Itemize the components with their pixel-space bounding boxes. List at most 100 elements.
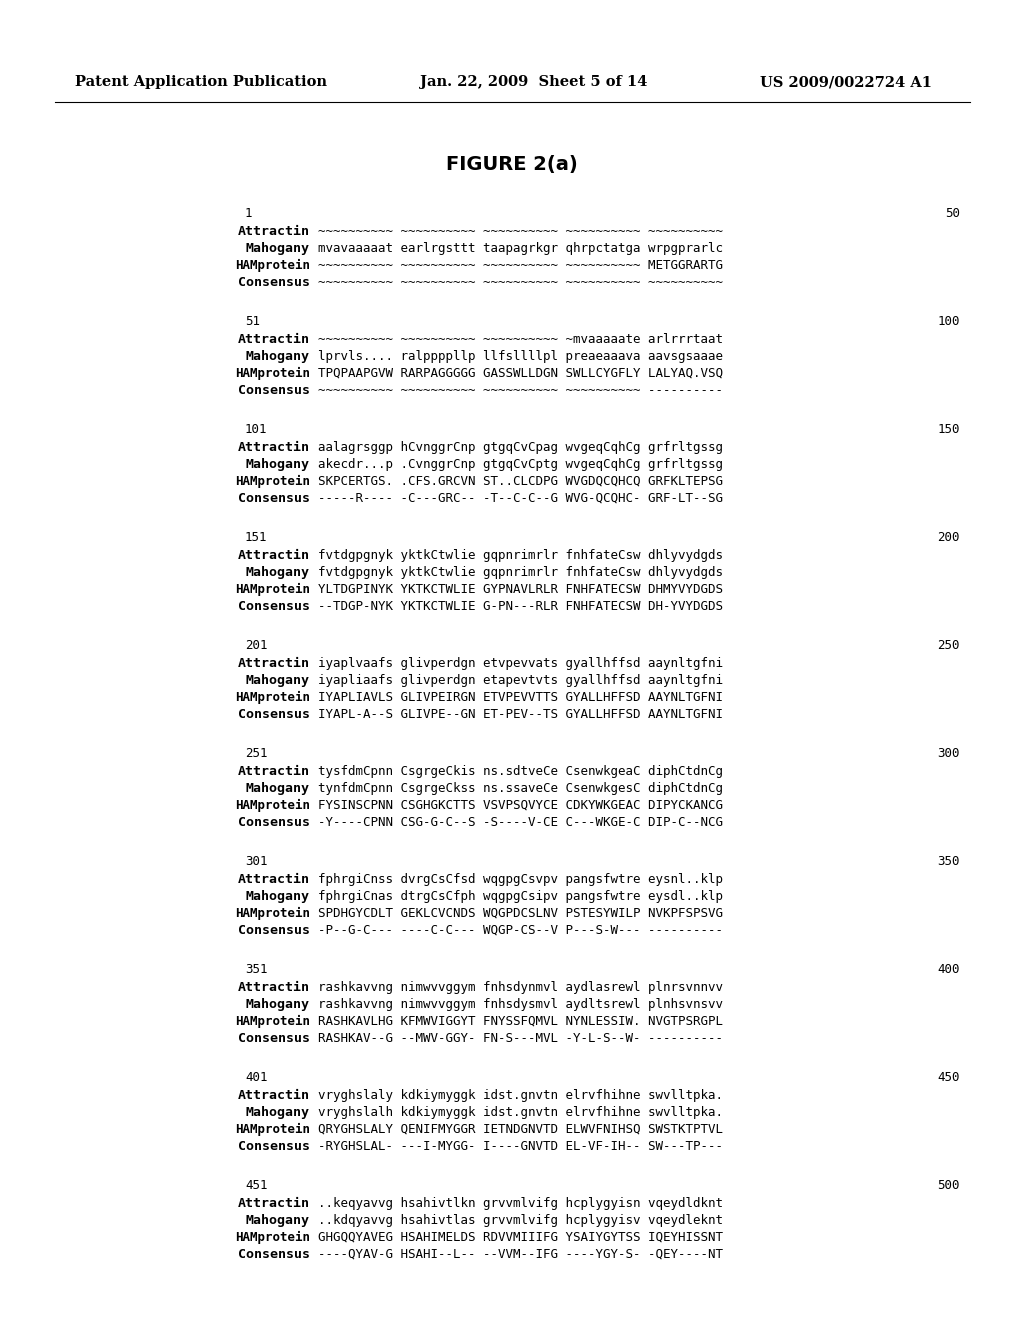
Text: US 2009/0022724 A1: US 2009/0022724 A1 xyxy=(760,75,932,88)
Text: Consensus: Consensus xyxy=(238,708,310,721)
Text: 250: 250 xyxy=(938,639,961,652)
Text: RASHKAV--G --MWV-GGY- FN-S---MVL -Y-L-S--W- ----------: RASHKAV--G --MWV-GGY- FN-S---MVL -Y-L-S-… xyxy=(318,1032,723,1045)
Text: 200: 200 xyxy=(938,531,961,544)
Text: IYAPLIAVLS GLIVPEIRGN ETVPEVVTTS GYALLHFFSD AAYNLTGFNI: IYAPLIAVLS GLIVPEIRGN ETVPEVVTTS GYALLHF… xyxy=(318,690,723,704)
Text: Attractin: Attractin xyxy=(238,873,310,886)
Text: mvavaaaaat earlrgsttt taapagrkgr qhrpctatga wrpgprarlc: mvavaaaaat earlrgsttt taapagrkgr qhrpcta… xyxy=(318,242,723,255)
Text: 401: 401 xyxy=(245,1071,267,1084)
Text: Attractin: Attractin xyxy=(238,224,310,238)
Text: HAMprotein: HAMprotein xyxy=(234,907,310,920)
Text: 300: 300 xyxy=(938,747,961,760)
Text: HAMprotein: HAMprotein xyxy=(234,367,310,380)
Text: TPQPAAPGVW RARPAGGGGG GASSWLLDGN SWLLCYGFLY LALYAQ.VSQ: TPQPAAPGVW RARPAGGGGG GASSWLLDGN SWLLCYG… xyxy=(318,367,723,380)
Text: Mahogany: Mahogany xyxy=(246,890,310,903)
Text: HAMprotein: HAMprotein xyxy=(234,1015,310,1028)
Text: Consensus: Consensus xyxy=(238,276,310,289)
Text: rashkavvng nimwvvggym fnhsdysmvl aydltsrewl plnhsvnsvv: rashkavvng nimwvvggym fnhsdysmvl aydltsr… xyxy=(318,998,723,1011)
Text: FIGURE 2(a): FIGURE 2(a) xyxy=(446,154,578,174)
Text: ~~~~~~~~~~ ~~~~~~~~~~ ~~~~~~~~~~ ~~~~~~~~~~ ~~~~~~~~~~: ~~~~~~~~~~ ~~~~~~~~~~ ~~~~~~~~~~ ~~~~~~~… xyxy=(318,224,723,238)
Text: HAMprotein: HAMprotein xyxy=(234,1123,310,1137)
Text: Attractin: Attractin xyxy=(238,981,310,994)
Text: IYAPL-A--S GLIVPE--GN ET-PEV--TS GYALLHFFSD AAYNLTGFNI: IYAPL-A--S GLIVPE--GN ET-PEV--TS GYALLHF… xyxy=(318,708,723,721)
Text: -Y----CPNN CSG-G-C--S -S----V-CE C---WKGE-C DIP-C--NCG: -Y----CPNN CSG-G-C--S -S----V-CE C---WKG… xyxy=(318,816,723,829)
Text: 400: 400 xyxy=(938,964,961,975)
Text: ~~~~~~~~~~ ~~~~~~~~~~ ~~~~~~~~~~ ~~~~~~~~~~ ~~~~~~~~~~: ~~~~~~~~~~ ~~~~~~~~~~ ~~~~~~~~~~ ~~~~~~~… xyxy=(318,276,723,289)
Text: 1: 1 xyxy=(245,207,253,220)
Text: Consensus: Consensus xyxy=(238,384,310,397)
Text: 151: 151 xyxy=(245,531,267,544)
Text: ----QYAV-G HSAHI--L-- --VVM--IFG ----YGY-S- -QEY----NT: ----QYAV-G HSAHI--L-- --VVM--IFG ----YGY… xyxy=(318,1247,723,1261)
Text: fvtdgpgnyk yktkCtwlie gqpnrimrlr fnhfateCsw dhlyvydgds: fvtdgpgnyk yktkCtwlie gqpnrimrlr fnhfate… xyxy=(318,566,723,579)
Text: Mahogany: Mahogany xyxy=(246,458,310,471)
Text: -RYGHSLAL- ---I-MYGG- I----GNVTD EL-VF-IH-- SW---TP---: -RYGHSLAL- ---I-MYGG- I----GNVTD EL-VF-I… xyxy=(318,1140,723,1152)
Text: HAMprotein: HAMprotein xyxy=(234,690,310,704)
Text: rashkavvng nimwvvggym fnhsdynmvl aydlasrewl plnrsvnnvv: rashkavvng nimwvvggym fnhsdynmvl aydlasr… xyxy=(318,981,723,994)
Text: Consensus: Consensus xyxy=(238,1140,310,1152)
Text: HAMprotein: HAMprotein xyxy=(234,799,310,812)
Text: Attractin: Attractin xyxy=(238,1197,310,1210)
Text: Mahogany: Mahogany xyxy=(246,781,310,795)
Text: lprvls.... ralppppllp llfsllllpl preaeaaava aavsgsaaae: lprvls.... ralppppllp llfsllllpl preaeaa… xyxy=(318,350,723,363)
Text: vryghslalh kdkiymyggk idst.gnvtn elrvfhihne swvlltpka.: vryghslalh kdkiymyggk idst.gnvtn elrvfhi… xyxy=(318,1106,723,1119)
Text: Consensus: Consensus xyxy=(238,1032,310,1045)
Text: Patent Application Publication: Patent Application Publication xyxy=(75,75,327,88)
Text: 450: 450 xyxy=(938,1071,961,1084)
Text: Mahogany: Mahogany xyxy=(246,1214,310,1228)
Text: ..kdqyavvg hsahivtlas grvvmlvifg hcplygyisv vqeydleknt: ..kdqyavvg hsahivtlas grvvmlvifg hcplygy… xyxy=(318,1214,723,1228)
Text: SKPCERTGS. .CFS.GRCVN ST..CLCDPG WVGDQCQHCQ GRFKLTEPSG: SKPCERTGS. .CFS.GRCVN ST..CLCDPG WVGDQCQ… xyxy=(318,475,723,488)
Text: Attractin: Attractin xyxy=(238,333,310,346)
Text: fphrgiCnss dvrgCsCfsd wqgpgCsvpv pangsfwtre eysnl..klp: fphrgiCnss dvrgCsCfsd wqgpgCsvpv pangsfw… xyxy=(318,873,723,886)
Text: Mahogany: Mahogany xyxy=(246,675,310,686)
Text: FYSINSCPNN CSGHGKCTTS VSVPSQVYCE CDKYWKGEAC DIPYCKANCG: FYSINSCPNN CSGHGKCTTS VSVPSQVYCE CDKYWKG… xyxy=(318,799,723,812)
Text: Consensus: Consensus xyxy=(238,601,310,612)
Text: 100: 100 xyxy=(938,315,961,327)
Text: Attractin: Attractin xyxy=(238,766,310,777)
Text: ~~~~~~~~~~ ~~~~~~~~~~ ~~~~~~~~~~ ~~~~~~~~~~ ----------: ~~~~~~~~~~ ~~~~~~~~~~ ~~~~~~~~~~ ~~~~~~~… xyxy=(318,384,723,397)
Text: Consensus: Consensus xyxy=(238,1247,310,1261)
Text: 201: 201 xyxy=(245,639,267,652)
Text: iyaplvaafs glivperdgn etvpevvats gyallhffsd aaynltgfni: iyaplvaafs glivperdgn etvpevvats gyallhf… xyxy=(318,657,723,671)
Text: HAMprotein: HAMprotein xyxy=(234,1232,310,1243)
Text: ..keqyavvg hsahivtlkn grvvmlvifg hcplygyisn vqeydldknt: ..keqyavvg hsahivtlkn grvvmlvifg hcplygy… xyxy=(318,1197,723,1210)
Text: RASHKAVLHG KFMWVIGGYT FNYSSFQMVL NYNLESSIW. NVGTPSRGPL: RASHKAVLHG KFMWVIGGYT FNYSSFQMVL NYNLESS… xyxy=(318,1015,723,1028)
Text: fphrgiCnas dtrgCsCfph wqgpgCsipv pangsfwtre eysdl..klp: fphrgiCnas dtrgCsCfph wqgpgCsipv pangsfw… xyxy=(318,890,723,903)
Text: Mahogany: Mahogany xyxy=(246,1106,310,1119)
Text: HAMprotein: HAMprotein xyxy=(234,475,310,488)
Text: Consensus: Consensus xyxy=(238,492,310,506)
Text: Mahogany: Mahogany xyxy=(246,242,310,255)
Text: 251: 251 xyxy=(245,747,267,760)
Text: Mahogany: Mahogany xyxy=(246,566,310,579)
Text: iyapliaafs glivperdgn etapevtvts gyallhffsd aaynltgfni: iyapliaafs glivperdgn etapevtvts gyallhf… xyxy=(318,675,723,686)
Text: 101: 101 xyxy=(245,422,267,436)
Text: 301: 301 xyxy=(245,855,267,869)
Text: aalagrsggp hCvnggrCnp gtgqCvCpag wvgeqCqhCg grfrltgssg: aalagrsggp hCvnggrCnp gtgqCvCpag wvgeqCq… xyxy=(318,441,723,454)
Text: fvtdgpgnyk yktkCtwlie gqpnrimrlr fnhfateCsw dhlyvydgds: fvtdgpgnyk yktkCtwlie gqpnrimrlr fnhfate… xyxy=(318,549,723,562)
Text: vryghslaly kdkiymyggk idst.gnvtn elrvfhihne swvlltpka.: vryghslaly kdkiymyggk idst.gnvtn elrvfhi… xyxy=(318,1089,723,1102)
Text: ~~~~~~~~~~ ~~~~~~~~~~ ~~~~~~~~~~ ~~~~~~~~~~ METGGRARTG: ~~~~~~~~~~ ~~~~~~~~~~ ~~~~~~~~~~ ~~~~~~~… xyxy=(318,259,723,272)
Text: 51: 51 xyxy=(245,315,260,327)
Text: tysfdmCpnn CsgrgeCkis ns.sdtveCe CsenwkgeaC diphCtdnCg: tysfdmCpnn CsgrgeCkis ns.sdtveCe Csenwkg… xyxy=(318,766,723,777)
Text: 351: 351 xyxy=(245,964,267,975)
Text: GHGQQYAVEG HSAHIMELDS RDVVMIIIFG YSAIYGYTSS IQEYHISSNT: GHGQQYAVEG HSAHIMELDS RDVVMIIIFG YSAIYGY… xyxy=(318,1232,723,1243)
Text: Attractin: Attractin xyxy=(238,657,310,671)
Text: 500: 500 xyxy=(938,1179,961,1192)
Text: Attractin: Attractin xyxy=(238,441,310,454)
Text: 451: 451 xyxy=(245,1179,267,1192)
Text: -----R---- -C---GRC-- -T--C-C--G WVG-QCQHC- GRF-LT--SG: -----R---- -C---GRC-- -T--C-C--G WVG-QCQ… xyxy=(318,492,723,506)
Text: QRYGHSLALY QENIFMYGGR IETNDGNVTD ELWVFNIHSQ SWSTKTPTVL: QRYGHSLALY QENIFMYGGR IETNDGNVTD ELWVFNI… xyxy=(318,1123,723,1137)
Text: Mahogany: Mahogany xyxy=(246,998,310,1011)
Text: Consensus: Consensus xyxy=(238,924,310,937)
Text: SPDHGYCDLT GEKLCVCNDS WQGPDCSLNV PSTESYWILP NVKPFSPSVG: SPDHGYCDLT GEKLCVCNDS WQGPDCSLNV PSTESYW… xyxy=(318,907,723,920)
Text: YLTDGPINYK YKTKCTWLIE GYPNAVLRLR FNHFATECSW DHMYVYDGDS: YLTDGPINYK YKTKCTWLIE GYPNAVLRLR FNHFATE… xyxy=(318,583,723,597)
Text: Attractin: Attractin xyxy=(238,1089,310,1102)
Text: tynfdmCpnn CsgrgeCkss ns.ssaveCe CsenwkgesC diphCtdnCg: tynfdmCpnn CsgrgeCkss ns.ssaveCe Csenwkg… xyxy=(318,781,723,795)
Text: -P--G-C--- ----C-C--- WQGP-CS--V P---S-W--- ----------: -P--G-C--- ----C-C--- WQGP-CS--V P---S-W… xyxy=(318,924,723,937)
Text: --TDGP-NYK YKTKCTWLIE G-PN---RLR FNHFATECSW DH-YVYDGDS: --TDGP-NYK YKTKCTWLIE G-PN---RLR FNHFATE… xyxy=(318,601,723,612)
Text: akecdr...p .CvnggrCnp gtgqCvCptg wvgeqCqhCg grfrltgssg: akecdr...p .CvnggrCnp gtgqCvCptg wvgeqCq… xyxy=(318,458,723,471)
Text: 350: 350 xyxy=(938,855,961,869)
Text: Consensus: Consensus xyxy=(238,816,310,829)
Text: Jan. 22, 2009  Sheet 5 of 14: Jan. 22, 2009 Sheet 5 of 14 xyxy=(420,75,647,88)
Text: 50: 50 xyxy=(945,207,961,220)
Text: HAMprotein: HAMprotein xyxy=(234,583,310,597)
Text: ~~~~~~~~~~ ~~~~~~~~~~ ~~~~~~~~~~ ~mvaaaaate arlrrrtaat: ~~~~~~~~~~ ~~~~~~~~~~ ~~~~~~~~~~ ~mvaaaa… xyxy=(318,333,723,346)
